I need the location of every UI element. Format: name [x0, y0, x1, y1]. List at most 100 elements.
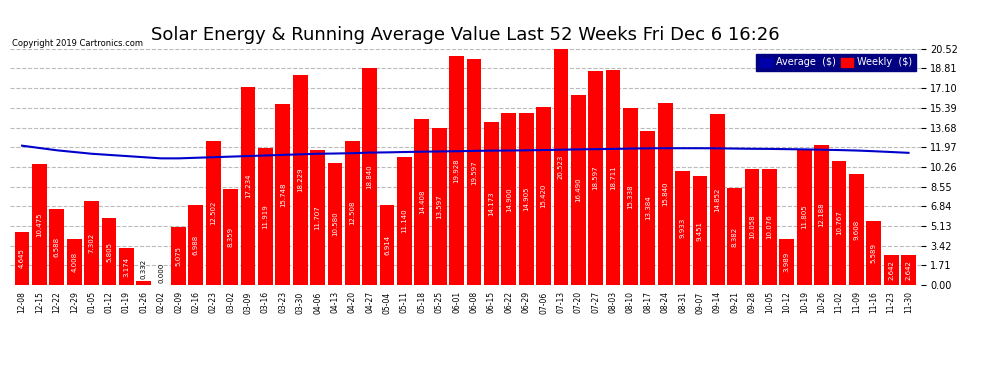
Bar [901, 255, 916, 285]
Bar [241, 87, 255, 285]
Text: 16.490: 16.490 [575, 178, 581, 203]
Title: Solar Energy & Running Average Value Last 52 Weeks Fri Dec 6 16:26: Solar Energy & Running Average Value Las… [151, 26, 779, 44]
Text: 11.919: 11.919 [262, 204, 268, 229]
Bar [310, 150, 325, 285]
Text: 10.767: 10.767 [836, 211, 842, 236]
Text: 11.707: 11.707 [315, 205, 321, 230]
Bar [849, 174, 863, 285]
Bar [606, 70, 621, 285]
Text: 0.332: 0.332 [141, 260, 147, 279]
Text: 18.229: 18.229 [297, 168, 303, 192]
Bar [362, 68, 377, 285]
Text: 15.840: 15.840 [662, 182, 668, 206]
Bar [84, 201, 99, 285]
Bar [571, 95, 586, 285]
Text: 4.645: 4.645 [19, 248, 25, 268]
Bar [537, 108, 550, 285]
Bar [675, 171, 690, 285]
Bar [415, 119, 430, 285]
Text: 12.188: 12.188 [819, 202, 825, 227]
Bar [171, 226, 186, 285]
Bar [32, 164, 47, 285]
Text: Copyright 2019 Cartronics.com: Copyright 2019 Cartronics.com [12, 39, 143, 48]
Text: 6.914: 6.914 [384, 235, 390, 255]
Text: 10.580: 10.580 [332, 212, 338, 236]
Text: 6.588: 6.588 [53, 237, 59, 257]
Bar [188, 204, 203, 285]
Text: 11.805: 11.805 [801, 205, 807, 230]
Bar [501, 114, 516, 285]
Text: 18.711: 18.711 [610, 165, 616, 190]
Bar [762, 169, 777, 285]
Text: 12.508: 12.508 [349, 201, 355, 225]
Bar [449, 56, 464, 285]
Text: 10.076: 10.076 [766, 214, 772, 239]
Bar [866, 220, 881, 285]
Bar [884, 255, 899, 285]
Text: 13.384: 13.384 [644, 196, 650, 220]
Bar [15, 231, 30, 285]
Bar [345, 141, 359, 285]
Text: 15.338: 15.338 [628, 184, 634, 209]
Text: 14.173: 14.173 [488, 191, 494, 216]
Text: 10.475: 10.475 [37, 213, 43, 237]
Bar [744, 169, 759, 285]
Text: 20.523: 20.523 [558, 154, 564, 179]
Bar [693, 176, 707, 285]
Bar [275, 104, 290, 285]
Bar [623, 108, 638, 285]
Bar [657, 103, 672, 285]
Bar [484, 122, 499, 285]
Text: 6.988: 6.988 [193, 235, 199, 255]
Text: 5.075: 5.075 [175, 246, 181, 266]
Bar [328, 163, 343, 285]
Bar [814, 145, 829, 285]
Text: 7.302: 7.302 [88, 233, 95, 253]
Text: 3.174: 3.174 [124, 256, 130, 277]
Text: 14.905: 14.905 [523, 187, 529, 211]
Bar [519, 113, 534, 285]
Text: 9.451: 9.451 [697, 220, 703, 241]
Bar [119, 249, 134, 285]
Text: 19.928: 19.928 [453, 158, 459, 183]
Bar [102, 218, 117, 285]
Bar [710, 114, 725, 285]
Bar [380, 206, 394, 285]
Text: 3.989: 3.989 [784, 252, 790, 272]
Text: 15.748: 15.748 [280, 182, 286, 207]
Text: 14.852: 14.852 [715, 188, 721, 212]
Bar [588, 71, 603, 285]
Text: 13.597: 13.597 [437, 194, 443, 219]
Bar [466, 59, 481, 285]
Bar [50, 209, 64, 285]
Bar [832, 161, 846, 285]
Bar [224, 189, 238, 285]
Bar [397, 157, 412, 285]
Text: 17.234: 17.234 [246, 174, 251, 198]
Text: 12.502: 12.502 [210, 201, 216, 225]
Text: 8.359: 8.359 [228, 227, 234, 247]
Text: 4.008: 4.008 [71, 252, 77, 272]
Text: 2.642: 2.642 [888, 260, 894, 280]
Bar [728, 189, 742, 285]
Text: 10.058: 10.058 [749, 215, 755, 239]
Text: 18.840: 18.840 [366, 164, 372, 189]
Bar [797, 149, 812, 285]
Text: 2.642: 2.642 [906, 260, 912, 280]
Bar [432, 129, 446, 285]
Text: 8.382: 8.382 [732, 226, 738, 247]
Legend: Average  ($), Weekly  ($): Average ($), Weekly ($) [756, 54, 916, 71]
Text: 9.933: 9.933 [679, 218, 685, 238]
Bar [206, 141, 221, 285]
Bar [293, 75, 308, 285]
Text: 18.597: 18.597 [593, 166, 599, 190]
Text: 14.900: 14.900 [506, 187, 512, 211]
Text: 15.420: 15.420 [541, 184, 546, 209]
Text: 5.589: 5.589 [871, 243, 877, 263]
Text: 5.805: 5.805 [106, 242, 112, 262]
Text: 0.000: 0.000 [158, 263, 164, 283]
Text: 11.140: 11.140 [402, 209, 408, 233]
Text: 9.608: 9.608 [853, 220, 859, 240]
Text: 14.408: 14.408 [419, 190, 425, 214]
Bar [779, 239, 794, 285]
